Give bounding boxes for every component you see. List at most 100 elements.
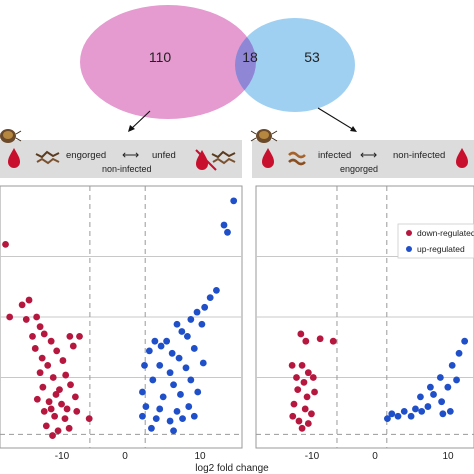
point-right-up-16 <box>417 393 424 401</box>
point-left-down-17 <box>69 342 77 350</box>
point-left-up-37 <box>166 417 174 425</box>
point-left-up-5 <box>201 303 209 311</box>
point-left-down-33 <box>42 422 50 430</box>
point-left-up-39 <box>190 412 198 420</box>
point-left-up-11 <box>183 332 191 340</box>
left-header-left: engorged <box>66 150 106 161</box>
point-right-up-5 <box>444 383 452 391</box>
point-right-up-13 <box>394 412 402 420</box>
engorged-ticks-icon <box>35 150 60 165</box>
point-right-up-3 <box>453 376 460 384</box>
point-left-down-25 <box>45 398 53 406</box>
left-xtick-neg10: -10 <box>55 451 70 462</box>
right-x-axis: -10 0 10 <box>305 451 454 462</box>
x-axis-label: log2 fold change <box>195 463 269 474</box>
point-left-down-34 <box>54 427 62 435</box>
point-right-up-19 <box>446 407 454 415</box>
point-left-down-38 <box>63 405 71 413</box>
point-left-down-9 <box>40 330 48 338</box>
point-left-down-29 <box>51 412 59 420</box>
point-right-down-9 <box>309 374 317 381</box>
point-left-up-29 <box>177 391 184 398</box>
point-right-up-1 <box>455 349 463 357</box>
point-left-up-16 <box>168 349 176 357</box>
point-left-up-10 <box>178 328 186 335</box>
point-left-up-13 <box>157 342 165 350</box>
tick-icon <box>0 129 22 143</box>
point-left-up-26 <box>187 376 195 384</box>
point-left-up-32 <box>156 405 164 413</box>
point-right-down-4 <box>288 362 296 369</box>
left-header-sub: non-infected <box>102 164 152 174</box>
point-left-down-0 <box>2 241 9 248</box>
point-left-up-35 <box>139 412 146 420</box>
point-right-down-2 <box>316 335 324 343</box>
legend-down-marker <box>406 230 412 236</box>
point-right-down-12 <box>290 400 298 408</box>
point-left-down-8 <box>31 345 39 352</box>
point-left-up-4 <box>206 294 214 302</box>
legend-up-marker <box>406 246 412 252</box>
point-right-down-8 <box>300 378 308 386</box>
point-left-down-31 <box>73 407 81 415</box>
point-right-up-12 <box>400 407 408 415</box>
point-right-up-6 <box>430 391 437 398</box>
point-left-down-27 <box>71 393 79 401</box>
point-right-up-11 <box>407 412 415 420</box>
point-right-up-8 <box>424 403 432 410</box>
point-left-up-28 <box>159 393 167 401</box>
point-right-down-11 <box>303 393 311 401</box>
point-left-up-2 <box>224 228 231 236</box>
point-left-up-12 <box>163 337 171 345</box>
point-left-down-37 <box>52 391 60 398</box>
left-panel-header: engorged ⟷ unfed non-infected <box>0 129 242 178</box>
point-right-down-1 <box>302 337 310 345</box>
point-left-down-28 <box>40 407 48 415</box>
point-right-down-15 <box>295 417 303 425</box>
point-left-down-2 <box>18 301 26 309</box>
point-left-up-27 <box>139 388 146 396</box>
point-left-down-35 <box>65 424 73 432</box>
unfed-ticks-icon <box>211 150 236 165</box>
point-left-up-38 <box>179 415 186 423</box>
point-right-down-6 <box>304 369 312 377</box>
left-xtick-10: 10 <box>194 451 206 462</box>
right-header-arrow: ⟷ <box>360 148 377 162</box>
right-header-sub: engorged <box>340 164 378 174</box>
left-header-right: unfed <box>152 150 176 161</box>
point-right-up-17 <box>427 383 434 391</box>
right-panel-header: infected ⟷ non-infected engorged <box>250 129 474 178</box>
venn-left-arrow <box>129 110 151 131</box>
venn-left-count: 110 <box>149 49 172 65</box>
point-left-up-14 <box>151 337 159 345</box>
point-right-down-14 <box>308 410 315 418</box>
point-left-down-7 <box>36 323 44 331</box>
point-left-down-21 <box>39 383 47 391</box>
point-left-up-23 <box>199 359 207 367</box>
point-right-up-0 <box>461 337 469 345</box>
venn-right-circle <box>235 18 355 112</box>
point-left-down-6 <box>33 313 41 321</box>
point-left-up-20 <box>156 362 164 369</box>
point-right-down-0 <box>297 330 305 338</box>
point-left-down-4 <box>22 316 30 323</box>
point-left-up-31 <box>142 403 150 410</box>
point-left-down-24 <box>33 395 41 403</box>
point-left-down-14 <box>59 357 67 364</box>
point-left-up-33 <box>173 407 181 415</box>
right-header-left: infected <box>318 150 351 161</box>
point-left-up-22 <box>182 364 190 372</box>
point-right-down-13 <box>301 405 309 413</box>
point-left-down-18 <box>36 369 44 377</box>
point-left-up-7 <box>187 316 195 323</box>
point-right-up-7 <box>438 398 446 406</box>
infected-ticks-icon <box>288 151 306 166</box>
right-xtick-10: 10 <box>442 451 454 462</box>
right-xtick-neg10: -10 <box>305 451 320 462</box>
point-right-up-9 <box>418 407 426 415</box>
point-right-up-4 <box>436 374 444 381</box>
point-left-down-13 <box>44 362 52 369</box>
right-xtick-0: 0 <box>372 451 378 462</box>
venn-right-arrow <box>317 107 355 131</box>
point-left-down-5 <box>29 332 36 340</box>
